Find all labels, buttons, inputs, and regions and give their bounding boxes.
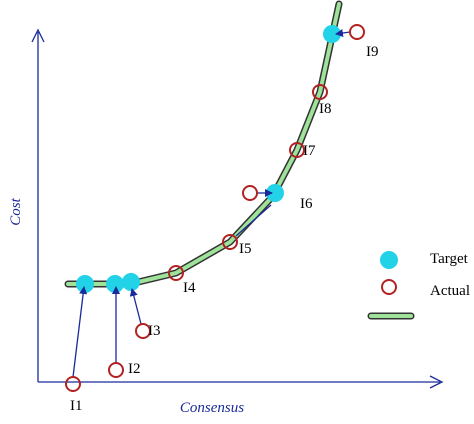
actual (242, 185, 258, 201)
legend-label: Target (430, 251, 469, 267)
actual (289, 142, 305, 158)
point-label: I3 (148, 323, 161, 339)
actuals (65, 24, 365, 392)
point-label: I9 (366, 44, 379, 60)
point-label: I5 (239, 241, 252, 257)
actual (168, 265, 184, 281)
legend-target-marker (380, 251, 398, 269)
legend-actual-marker (381, 279, 397, 295)
arrow (129, 288, 142, 325)
point-label: I4 (183, 280, 196, 296)
target (122, 273, 140, 291)
connector (235, 204, 272, 237)
point-label: I2 (128, 361, 141, 377)
actual (108, 362, 124, 378)
actual (65, 376, 81, 392)
point-label: I7 (303, 143, 316, 159)
legend: Target Actual (367, 251, 470, 320)
y-arrow (31, 28, 45, 43)
actual (349, 24, 365, 40)
arrow (335, 29, 351, 37)
legend-label: Actual (430, 283, 470, 299)
x-arrow (429, 375, 444, 389)
point-labels: I1 I2 I3 I4 I5 I6 I7 I8 I9 (70, 44, 379, 414)
point-label: I8 (319, 101, 332, 117)
point-label: I6 (300, 196, 313, 212)
actual (222, 234, 238, 250)
target (106, 275, 124, 293)
point-label: I1 (70, 398, 83, 414)
y-axis-label: Cost (8, 197, 24, 225)
target (76, 275, 94, 293)
actual (135, 323, 151, 339)
x-axis-label: Consensus (180, 400, 244, 416)
arrows (72, 29, 351, 378)
arrow (72, 286, 88, 378)
actual (312, 84, 328, 100)
axes: Cost Consensus (8, 28, 444, 416)
target (266, 184, 284, 202)
